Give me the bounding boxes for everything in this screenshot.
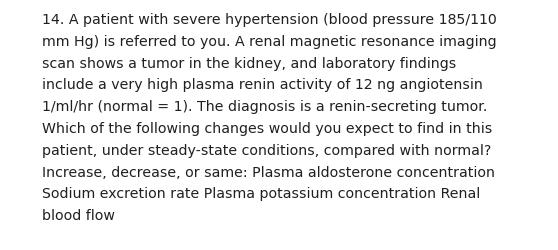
Text: patient, under steady-state conditions, compared with normal?: patient, under steady-state conditions, …: [42, 143, 492, 157]
Text: Increase, decrease, or same: Plasma aldosterone concentration: Increase, decrease, or same: Plasma aldo…: [42, 165, 495, 179]
Text: include a very high plasma renin activity of 12 ng angiotensin: include a very high plasma renin activit…: [42, 78, 483, 92]
Text: blood flow: blood flow: [42, 208, 115, 222]
Text: 14. A patient with severe hypertension (blood pressure 185/110: 14. A patient with severe hypertension (…: [42, 13, 497, 27]
Text: 1/ml/hr (normal = 1). The diagnosis is a renin-secreting tumor.: 1/ml/hr (normal = 1). The diagnosis is a…: [42, 100, 487, 114]
Text: Which of the following changes would you expect to find in this: Which of the following changes would you…: [42, 122, 492, 136]
Text: Sodium excretion rate Plasma potassium concentration Renal: Sodium excretion rate Plasma potassium c…: [42, 187, 480, 200]
Text: scan shows a tumor in the kidney, and laboratory findings: scan shows a tumor in the kidney, and la…: [42, 56, 456, 70]
Text: mm Hg) is referred to you. A renal magnetic resonance imaging: mm Hg) is referred to you. A renal magne…: [42, 35, 497, 48]
